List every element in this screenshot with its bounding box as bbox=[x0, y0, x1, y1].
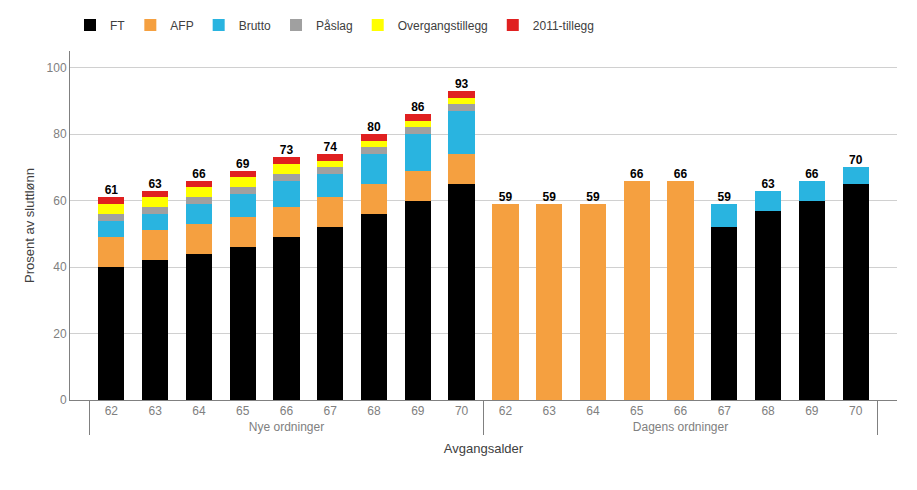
svg-text:69: 69 bbox=[411, 404, 425, 418]
svg-text:65: 65 bbox=[630, 404, 644, 418]
svg-text:63: 63 bbox=[148, 404, 162, 418]
svg-text:66: 66 bbox=[674, 167, 688, 181]
svg-text:93: 93 bbox=[455, 77, 469, 91]
svg-text:67: 67 bbox=[718, 404, 732, 418]
svg-text:68: 68 bbox=[367, 404, 381, 418]
svg-text:AFP: AFP bbox=[170, 19, 193, 33]
svg-text:Prosent av sluttlønn: Prosent av sluttlønn bbox=[22, 168, 37, 283]
svg-text:0: 0 bbox=[60, 393, 67, 407]
svg-text:59: 59 bbox=[586, 190, 600, 204]
svg-text:64: 64 bbox=[192, 404, 206, 418]
svg-text:59: 59 bbox=[499, 190, 513, 204]
svg-text:FT: FT bbox=[110, 19, 125, 33]
svg-text:20: 20 bbox=[53, 327, 67, 341]
svg-text:67: 67 bbox=[324, 404, 338, 418]
svg-text:63: 63 bbox=[148, 177, 162, 191]
svg-text:59: 59 bbox=[542, 190, 556, 204]
svg-text:73: 73 bbox=[280, 143, 294, 157]
svg-text:63: 63 bbox=[542, 404, 556, 418]
svg-text:66: 66 bbox=[630, 167, 644, 181]
svg-text:62: 62 bbox=[499, 404, 513, 418]
svg-text:80: 80 bbox=[367, 120, 381, 134]
svg-text:70: 70 bbox=[455, 404, 469, 418]
svg-text:60: 60 bbox=[53, 194, 67, 208]
svg-text:59: 59 bbox=[718, 190, 732, 204]
svg-text:2011-tillegg: 2011-tillegg bbox=[533, 19, 594, 33]
svg-text:Overgangstillegg: Overgangstillegg bbox=[398, 19, 488, 33]
svg-text:80: 80 bbox=[53, 127, 67, 141]
svg-text:Brutto: Brutto bbox=[239, 19, 271, 33]
svg-text:68: 68 bbox=[761, 404, 775, 418]
svg-text:66: 66 bbox=[280, 404, 294, 418]
svg-text:69: 69 bbox=[236, 157, 250, 171]
svg-text:64: 64 bbox=[586, 404, 600, 418]
svg-text:74: 74 bbox=[324, 140, 338, 154]
svg-text:Dagens ordninger: Dagens ordninger bbox=[633, 420, 728, 434]
svg-text:100: 100 bbox=[47, 61, 67, 75]
svg-text:62: 62 bbox=[105, 404, 119, 418]
svg-text:63: 63 bbox=[761, 177, 775, 191]
svg-text:70: 70 bbox=[849, 404, 863, 418]
svg-text:61: 61 bbox=[105, 183, 119, 197]
svg-text:Avgangsalder: Avgangsalder bbox=[444, 441, 524, 456]
svg-text:Påslag: Påslag bbox=[316, 19, 353, 33]
svg-text:86: 86 bbox=[411, 100, 425, 114]
svg-text:65: 65 bbox=[236, 404, 250, 418]
svg-text:66: 66 bbox=[674, 404, 688, 418]
svg-text:Nye ordninger: Nye ordninger bbox=[249, 420, 324, 434]
svg-text:66: 66 bbox=[192, 167, 206, 181]
svg-text:70: 70 bbox=[849, 153, 863, 167]
svg-text:40: 40 bbox=[53, 260, 67, 274]
svg-text:69: 69 bbox=[805, 404, 819, 418]
svg-text:66: 66 bbox=[805, 167, 819, 181]
